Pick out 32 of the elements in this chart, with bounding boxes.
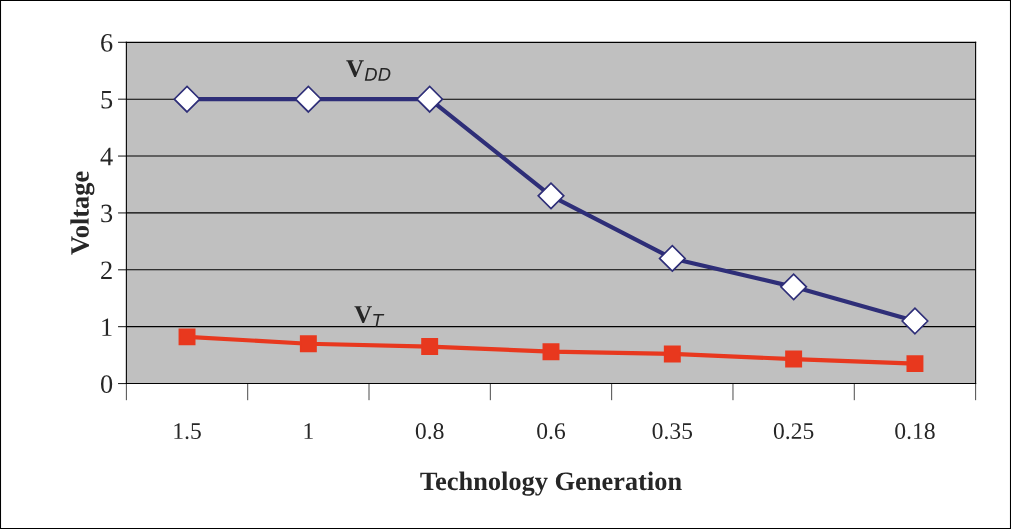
y-tick-label: 5 [101,91,113,109]
point [542,343,560,361]
y-axis-title: Voltage [70,171,95,255]
point [173,85,201,113]
point [416,85,444,113]
y-tick-label: 3 [101,204,113,223]
point [906,355,924,373]
y-tick-label: 2 [101,261,112,279]
x-tick-label: 0.8 [415,423,444,440]
x-tick-label: 0.6 [537,423,566,440]
series-label: V$_{T}$ [354,306,385,327]
y-tick-label: 4 [100,147,113,166]
point [780,273,808,301]
x-tick-label: 0.18 [895,423,935,440]
x-tick-label: 1.5 [174,423,201,440]
point [658,244,686,273]
x-tick-label: 0.25 [773,423,814,440]
x-axis-title: Technology Generation [420,471,682,496]
x-tick-label: 0.35 [652,423,693,440]
y-tick-label: 1 [102,318,112,336]
point [537,182,565,210]
point [294,85,322,113]
point [299,335,317,353]
series-label: V$_{DD}$ [346,60,391,81]
x-tick-label: 1 [304,423,313,439]
point [178,328,196,346]
y-tick-label: 6 [101,34,113,52]
point [663,345,681,363]
y-tick-label: 0 [100,375,113,393]
point [901,307,929,335]
point [421,338,439,356]
point [785,350,803,368]
